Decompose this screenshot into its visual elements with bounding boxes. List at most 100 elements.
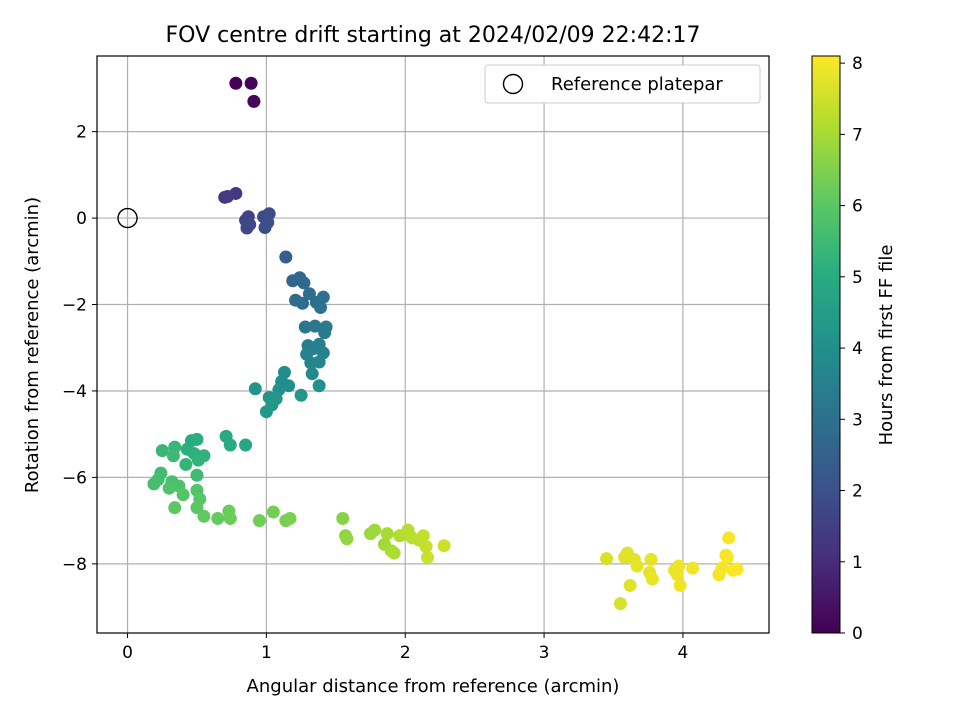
- legend-box: [484, 64, 761, 104]
- data-point: [261, 215, 275, 229]
- data-point: [176, 488, 190, 502]
- data-point: [223, 511, 237, 525]
- data-point: [316, 290, 330, 304]
- data-point: [416, 529, 430, 543]
- data-point: [613, 597, 627, 611]
- scatter-points: [147, 76, 744, 611]
- data-point: [387, 546, 401, 560]
- data-point: [722, 531, 736, 545]
- x-tick-label: 2: [400, 643, 411, 663]
- colorbar-gradient: [811, 55, 841, 634]
- y-tick-label: 2: [76, 123, 87, 143]
- data-point: [720, 550, 734, 564]
- data-point: [190, 501, 204, 515]
- data-point: [673, 578, 687, 592]
- colorbar-tick-label: 2: [852, 482, 863, 502]
- data-point: [266, 505, 280, 519]
- data-point: [319, 320, 333, 334]
- data-point: [147, 477, 161, 491]
- data-point: [305, 367, 319, 381]
- y-axis-ticks: 2 0 −2 −4 −6 −8: [62, 123, 97, 575]
- data-point: [229, 76, 243, 90]
- y-tick-label: −8: [62, 555, 87, 575]
- chart-title: FOV centre drift starting at 2024/02/09 …: [166, 23, 701, 48]
- reference-point: [117, 207, 138, 229]
- data-point: [294, 388, 308, 402]
- data-point: [368, 523, 382, 537]
- data-point: [282, 379, 296, 393]
- x-tick-label: 1: [261, 643, 272, 663]
- data-point: [314, 301, 328, 315]
- colorbar-tick-label: 0: [852, 624, 863, 644]
- data-point: [211, 511, 225, 525]
- data-point: [244, 76, 258, 90]
- data-point: [243, 218, 257, 232]
- data-point: [166, 449, 180, 463]
- data-point: [155, 444, 169, 458]
- legend-marker-icon: [502, 73, 524, 95]
- colorbar: 0 1 2 3 4 5 6 7 8 Hours from first FF file: [811, 54, 897, 644]
- legend: Reference platepar: [484, 64, 761, 104]
- data-point: [302, 287, 316, 301]
- data-point: [162, 481, 176, 495]
- data-point: [380, 527, 394, 541]
- plot-frame: [96, 55, 770, 634]
- data-point: [623, 578, 637, 592]
- colorbar-tick-label: 7: [852, 125, 863, 145]
- plot-area: [97, 56, 769, 633]
- data-point: [197, 509, 211, 523]
- data-point: [239, 438, 253, 452]
- colorbar-tick-label: 4: [852, 339, 863, 359]
- data-point: [600, 552, 614, 566]
- data-point: [190, 432, 204, 446]
- data-point: [191, 453, 205, 467]
- data-point: [672, 559, 686, 573]
- colorbar-tick-label: 8: [852, 54, 863, 74]
- data-point: [168, 501, 182, 515]
- x-tick-label: 0: [122, 643, 133, 663]
- colorbar-label: Hours from first FF file: [876, 245, 897, 446]
- data-point: [644, 553, 658, 567]
- data-point: [190, 468, 204, 482]
- data-point: [437, 539, 451, 553]
- data-point: [686, 561, 700, 575]
- colorbar-tick-label: 6: [852, 197, 863, 217]
- colorbar-tick-label: 1: [852, 553, 863, 573]
- data-point: [297, 276, 311, 290]
- data-point: [312, 379, 326, 393]
- data-point: [279, 250, 293, 264]
- y-axis-label: Rotation from reference (arcmin): [22, 197, 43, 493]
- reference-marker: [117, 207, 138, 229]
- data-point: [715, 561, 729, 575]
- colorbar-tick-label: 5: [852, 268, 863, 288]
- colorbar-tick-label: 3: [852, 410, 863, 430]
- data-point: [248, 382, 262, 396]
- data-point: [252, 514, 266, 528]
- data-point: [259, 405, 273, 419]
- data-point: [223, 438, 237, 452]
- y-tick-label: 0: [76, 209, 87, 229]
- y-tick-label: −2: [62, 296, 87, 316]
- data-point: [295, 296, 309, 310]
- x-axis-label: Angular distance from reference (arcmin): [247, 676, 620, 697]
- data-point: [630, 559, 644, 573]
- y-tick-label: −6: [62, 468, 87, 488]
- data-point: [221, 189, 235, 203]
- data-point: [179, 457, 193, 471]
- grid-lines: [97, 56, 769, 633]
- x-axis-ticks: 0 1 2 3 4: [122, 633, 688, 663]
- x-tick-label: 3: [539, 643, 550, 663]
- data-point: [340, 532, 354, 546]
- data-point: [308, 319, 322, 333]
- data-point: [283, 511, 297, 525]
- data-point: [730, 562, 744, 576]
- data-point: [645, 572, 659, 586]
- data-point: [312, 355, 326, 369]
- data-point: [420, 550, 434, 564]
- data-point: [298, 320, 312, 334]
- data-point: [419, 540, 433, 554]
- legend-label: Reference platepar: [551, 74, 723, 95]
- y-tick-label: −4: [62, 382, 87, 402]
- x-tick-label: 4: [678, 643, 689, 663]
